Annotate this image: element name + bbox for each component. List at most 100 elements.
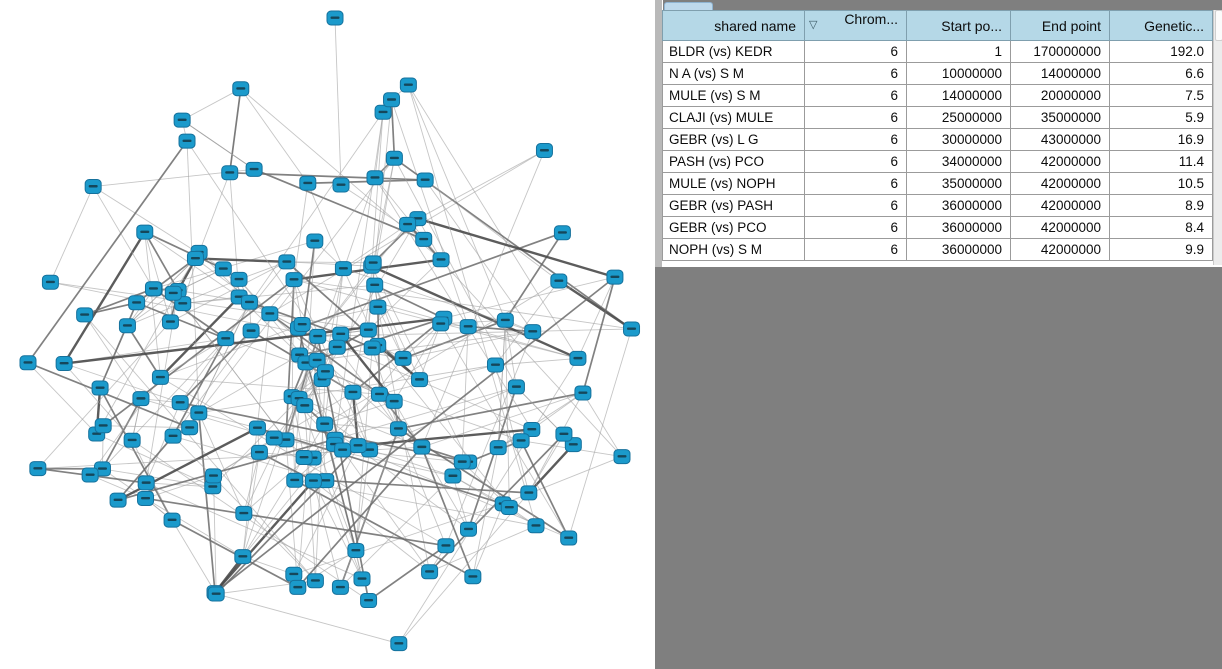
table-cell[interactable]: N A (vs) S M bbox=[662, 62, 805, 85]
table-cell[interactable]: 6.6 bbox=[1109, 62, 1213, 85]
column-header-end-point[interactable]: End point bbox=[1010, 10, 1110, 41]
table-cell[interactable]: 35000000 bbox=[1010, 106, 1110, 129]
node-label-glyph bbox=[370, 283, 380, 287]
node-label-glyph bbox=[141, 496, 151, 500]
table-cell[interactable]: 14000000 bbox=[1010, 62, 1110, 85]
table-scrollbar[interactable] bbox=[1213, 10, 1222, 265]
table-cell[interactable]: 42000000 bbox=[1010, 172, 1110, 195]
network-edge bbox=[198, 412, 245, 514]
node-label-glyph bbox=[310, 579, 320, 582]
table-row[interactable]: GEBR (vs) PASH 6 36000000 42000000 8.9 bbox=[662, 194, 1213, 217]
table-cell[interactable]: 30000000 bbox=[906, 128, 1011, 151]
table-cell[interactable]: 192.0 bbox=[1109, 40, 1213, 63]
table-cell[interactable]: 6 bbox=[804, 128, 907, 151]
node-label-glyph bbox=[336, 183, 346, 186]
node-label-glyph bbox=[332, 345, 342, 349]
table-cell[interactable]: 6 bbox=[804, 150, 907, 173]
scrollbar-thumb[interactable] bbox=[1215, 10, 1222, 41]
table-row[interactable]: BLDR (vs) KEDR 6 1 170000000 192.0 bbox=[662, 40, 1213, 63]
table-cell[interactable]: 43000000 bbox=[1010, 128, 1110, 151]
table-cell[interactable]: 34000000 bbox=[906, 150, 1011, 173]
table-cell[interactable]: 9.9 bbox=[1109, 238, 1213, 261]
table-cell[interactable]: NOPH (vs) S M bbox=[662, 238, 805, 261]
node-label-glyph bbox=[88, 185, 98, 188]
node-label-glyph bbox=[554, 279, 564, 282]
column-header-chrom---[interactable]: ▽ Chrom... bbox=[804, 10, 907, 41]
table-cell[interactable]: 42000000 bbox=[1010, 216, 1110, 239]
node-label-glyph bbox=[373, 305, 383, 309]
network-edge bbox=[391, 99, 469, 327]
table-cell[interactable]: CLAJI (vs) MULE bbox=[662, 106, 805, 129]
table-cell[interactable]: 8.9 bbox=[1109, 194, 1213, 217]
table-cell[interactable]: 6 bbox=[804, 62, 907, 85]
table-row[interactable]: MULE (vs) NOPH 6 35000000 42000000 10.5 bbox=[662, 172, 1213, 195]
network-edge bbox=[102, 338, 227, 470]
table-tab-fragment[interactable] bbox=[664, 2, 713, 11]
table-cell[interactable]: 42000000 bbox=[1010, 150, 1110, 173]
table-row[interactable]: CLAJI (vs) MULE 6 25000000 35000000 5.9 bbox=[662, 106, 1213, 129]
node-label-glyph bbox=[516, 439, 526, 442]
table-cell[interactable]: 20000000 bbox=[1010, 84, 1110, 107]
table-cell[interactable]: 25000000 bbox=[906, 106, 1011, 129]
table-cell[interactable]: 10.5 bbox=[1109, 172, 1213, 195]
node-label-glyph bbox=[238, 555, 248, 558]
node-label-glyph bbox=[436, 258, 446, 261]
table-cell[interactable]: 6 bbox=[804, 238, 907, 261]
table-cell[interactable]: GEBR (vs) PCO bbox=[662, 216, 805, 239]
node-label-glyph bbox=[365, 448, 375, 451]
table-cell[interactable]: 36000000 bbox=[906, 194, 1011, 217]
table-cell[interactable]: 7.5 bbox=[1109, 84, 1213, 107]
node-label-glyph bbox=[265, 312, 275, 315]
filter-icon[interactable]: ▽ bbox=[809, 19, 818, 31]
column-header-genetic---[interactable]: Genetic... bbox=[1109, 10, 1213, 41]
table-cell[interactable]: 6 bbox=[804, 194, 907, 217]
table-cell[interactable]: 36000000 bbox=[906, 238, 1011, 261]
table-cell[interactable]: BLDR (vs) KEDR bbox=[662, 40, 805, 63]
table-cell[interactable]: 5.9 bbox=[1109, 106, 1213, 129]
table-row[interactable]: GEBR (vs) PCO 6 36000000 42000000 8.4 bbox=[662, 216, 1213, 239]
overview-network-canvas[interactable] bbox=[0, 0, 655, 669]
table-cell[interactable]: 6 bbox=[804, 216, 907, 239]
table-cell[interactable]: PASH (vs) PCO bbox=[662, 150, 805, 173]
network-edge bbox=[497, 320, 506, 448]
table-cell[interactable]: 10000000 bbox=[906, 62, 1011, 85]
network-edge bbox=[343, 223, 408, 269]
table-row[interactable]: N A (vs) S M 6 10000000 14000000 6.6 bbox=[662, 62, 1213, 85]
network-edge bbox=[467, 386, 518, 530]
table-cell[interactable]: 6 bbox=[804, 40, 907, 63]
table-cell[interactable]: 14000000 bbox=[906, 84, 1011, 107]
column-header-start-po---[interactable]: Start po... bbox=[906, 10, 1011, 41]
table-cell[interactable]: 8.4 bbox=[1109, 216, 1213, 239]
network-edge bbox=[144, 231, 171, 322]
table-row[interactable]: NOPH (vs) S M 6 36000000 42000000 9.9 bbox=[662, 238, 1213, 261]
table-cell[interactable]: 170000000 bbox=[1010, 40, 1110, 63]
table-row[interactable]: PASH (vs) PCO 6 34000000 42000000 11.4 bbox=[662, 150, 1213, 173]
node-label-glyph bbox=[393, 427, 403, 430]
network-edge bbox=[582, 276, 616, 394]
table-cell[interactable]: 42000000 bbox=[1010, 238, 1110, 261]
table-cell[interactable]: 35000000 bbox=[906, 172, 1011, 195]
table-cell[interactable]: 1 bbox=[906, 40, 1011, 63]
column-header-shared-name[interactable]: shared name bbox=[662, 10, 805, 41]
node-label-glyph bbox=[175, 401, 185, 404]
table-row[interactable]: MULE (vs) S M 6 14000000 20000000 7.5 bbox=[662, 84, 1213, 107]
table-cell[interactable]: 6 bbox=[804, 106, 907, 129]
node-label-glyph bbox=[113, 498, 123, 502]
network-edge bbox=[145, 402, 181, 484]
network-edge bbox=[27, 362, 98, 435]
table-cell[interactable]: GEBR (vs) PASH bbox=[662, 194, 805, 217]
table-cell[interactable]: 6 bbox=[804, 172, 907, 195]
table-cell[interactable]: 6 bbox=[804, 84, 907, 107]
table-cell[interactable]: MULE (vs) S M bbox=[662, 84, 805, 107]
table-cell[interactable]: GEBR (vs) L G bbox=[662, 128, 805, 151]
table-cell[interactable]: 11.4 bbox=[1109, 150, 1213, 173]
network-edge bbox=[50, 281, 270, 315]
network-edge bbox=[394, 158, 517, 388]
table-cell[interactable]: 42000000 bbox=[1010, 194, 1110, 217]
table-cell[interactable]: MULE (vs) NOPH bbox=[662, 172, 805, 195]
table-row[interactable]: GEBR (vs) L G 6 30000000 43000000 16.9 bbox=[662, 128, 1213, 151]
table-cell[interactable]: 36000000 bbox=[906, 216, 1011, 239]
network-edge bbox=[304, 405, 316, 581]
node-label-glyph bbox=[468, 575, 478, 578]
table-cell[interactable]: 16.9 bbox=[1109, 128, 1213, 151]
